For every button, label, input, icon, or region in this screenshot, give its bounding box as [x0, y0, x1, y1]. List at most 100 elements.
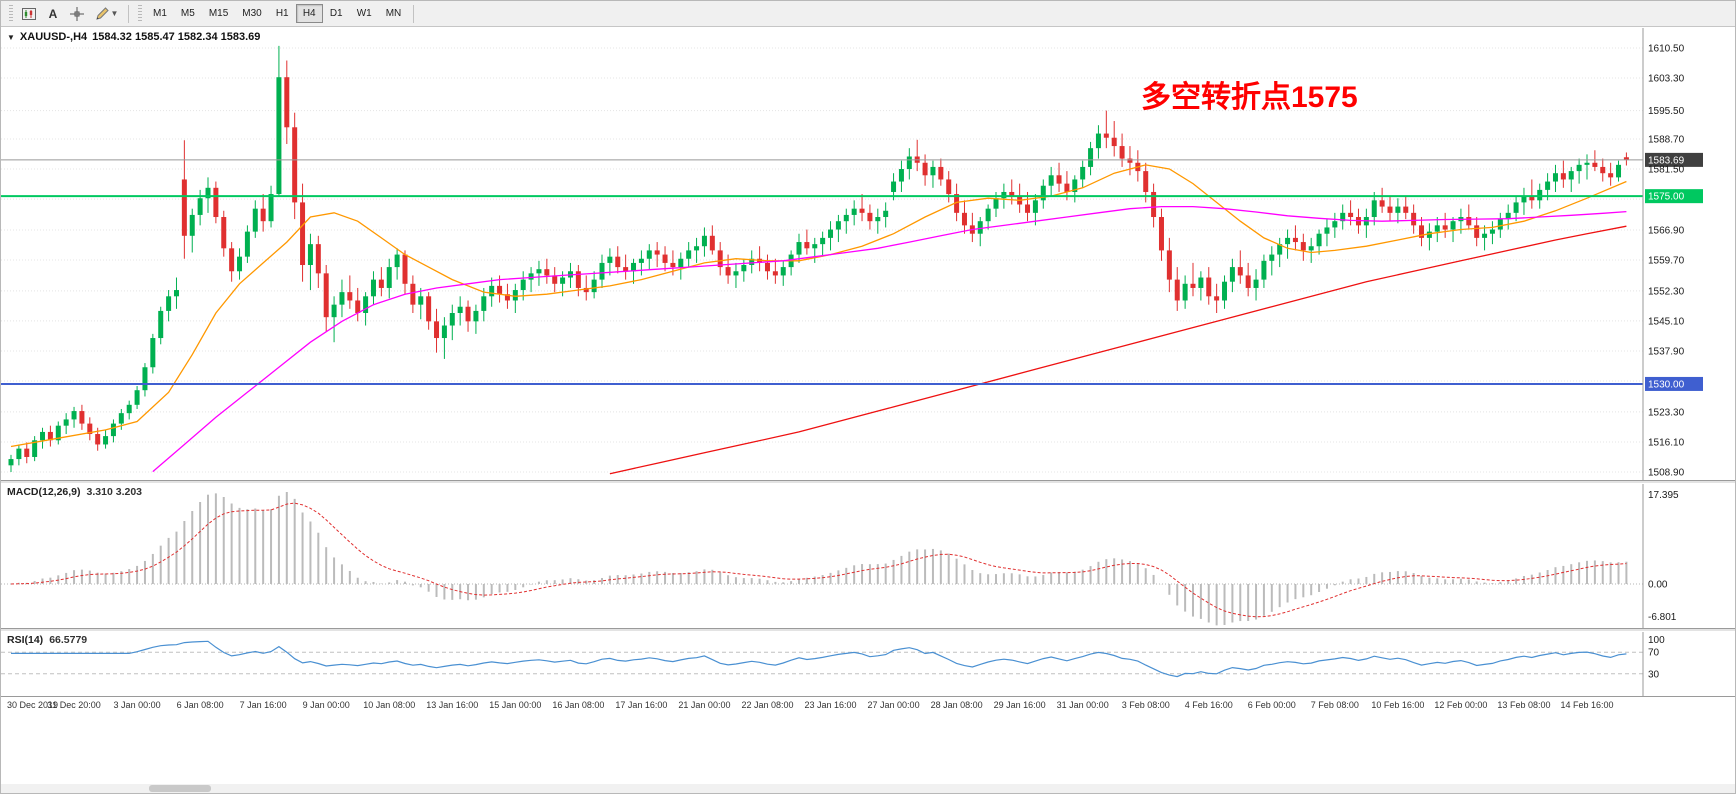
- rsi-panel[interactable]: 100 70 30 RSI(14) 66.5779: [1, 632, 1736, 696]
- candle-body: [1584, 162, 1590, 165]
- candle-body: [1048, 175, 1054, 186]
- candle-body: [1387, 206, 1393, 213]
- candle-body: [575, 271, 581, 288]
- chart-window[interactable]: 1575.00 1530.00 1583.69 1610.50 1603.30 1595.…: [1, 28, 1736, 793]
- candle-body: [1253, 279, 1259, 288]
- candle-body: [733, 271, 739, 276]
- rsi-name: RSI(14): [7, 634, 44, 646]
- candle-body: [449, 313, 455, 326]
- crosshair-button[interactable]: [65, 4, 89, 24]
- candle-body: [1403, 206, 1409, 213]
- symbol-dropdown-icon[interactable]: ▼: [7, 32, 15, 42]
- time-axis-label: 6 Jan 08:00: [176, 700, 224, 710]
- candle-body: [1182, 283, 1188, 301]
- rsi-chart[interactable]: 100 70 30: [1, 632, 1736, 696]
- candle-body: [1466, 217, 1472, 226]
- timeframe-button-h4[interactable]: H4: [295, 4, 323, 23]
- candle-body: [1482, 233, 1488, 238]
- time-axis[interactable]: 30 Dec 2019 31 Dec 20:00 3 Jan 00:00 6 Jan …: [1, 696, 1735, 712]
- candle-body: [1151, 191, 1157, 218]
- text-label-button[interactable]: A: [41, 4, 65, 24]
- candle-body: [237, 256, 243, 272]
- macd-panel[interactable]: 17.395 0.00 -6.801 MACD(12,26,9) 3.310 3.2…: [1, 484, 1736, 628]
- candle-body: [1198, 277, 1204, 288]
- candle-body: [166, 296, 172, 311]
- chart-mode-button[interactable]: [17, 4, 41, 24]
- panel-splitter[interactable]: [1, 480, 1735, 484]
- candle-body: [1025, 204, 1031, 213]
- candle-body: [654, 250, 660, 255]
- candle-body: [465, 306, 471, 322]
- candle-body: [244, 231, 250, 257]
- timeframe-button-w1[interactable]: W1: [350, 4, 379, 23]
- candle-body: [1269, 254, 1275, 261]
- candle-body: [796, 242, 802, 255]
- candle-body: [1285, 237, 1291, 245]
- candle-body: [1521, 196, 1527, 203]
- candle-body: [150, 338, 156, 368]
- candle-body: [1623, 157, 1629, 160]
- candle-body: [221, 217, 227, 249]
- candle-body: [276, 77, 282, 195]
- candle-body: [891, 181, 897, 192]
- candle-body: [1592, 162, 1598, 167]
- time-axis-label: 31 Dec 20:00: [47, 700, 101, 710]
- candle-body: [355, 300, 361, 313]
- timeframe-button-m1[interactable]: M1: [146, 4, 174, 23]
- candle-body: [954, 194, 960, 213]
- time-axis-label: 10 Feb 16:00: [1371, 700, 1425, 710]
- rsi-axis-label: 70: [1648, 648, 1660, 659]
- timeframe-button-m15[interactable]: M15: [202, 4, 235, 23]
- candle-body: [370, 279, 376, 297]
- candle-body: [418, 296, 424, 305]
- candle-body: [1166, 250, 1172, 280]
- macd-chart[interactable]: 17.395 0.00 -6.801: [1, 484, 1736, 628]
- candle-body: [1072, 179, 1078, 192]
- candle-body: [1206, 277, 1212, 297]
- timeframe-button-d1[interactable]: D1: [323, 4, 350, 23]
- panel-splitter[interactable]: [1, 628, 1735, 632]
- price-panel[interactable]: 1575.00 1530.00 1583.69 1610.50 1603.30 1595.…: [1, 28, 1736, 480]
- candle-body: [1552, 173, 1558, 182]
- candle-body: [977, 221, 983, 234]
- candle-body: [804, 242, 810, 249]
- candle-body: [812, 244, 818, 249]
- candle-body: [1489, 229, 1495, 234]
- chart-annotation-text[interactable]: 多空转折点1575: [1141, 81, 1358, 114]
- toolbar-grip[interactable]: [9, 4, 13, 23]
- candle-body: [883, 210, 889, 218]
- candle-body: [8, 459, 14, 466]
- candle-body: [426, 296, 432, 322]
- candle-body: [1426, 231, 1432, 238]
- candle-body: [497, 285, 503, 295]
- candle-body: [1348, 212, 1354, 218]
- timeframe-toolbar-grip[interactable]: [138, 4, 142, 23]
- scrollbar-thumb[interactable]: [149, 785, 211, 792]
- macd-values: 3.310 3.203: [86, 486, 142, 498]
- timeframe-button-m30[interactable]: M30: [235, 4, 268, 23]
- candle-body: [544, 269, 550, 276]
- candle-body: [867, 212, 873, 222]
- candle-body: [1395, 206, 1401, 213]
- candle-body: [63, 419, 69, 426]
- timeframe-button-mn[interactable]: MN: [379, 4, 409, 23]
- candle-body: [623, 267, 629, 272]
- macd-label: MACD(12,26,9) 3.310 3.203: [7, 486, 142, 498]
- candle-body: [749, 258, 755, 266]
- draw-tools-button[interactable]: ▼: [89, 4, 123, 24]
- time-axis-label: 21 Jan 00:00: [678, 700, 731, 710]
- candle-body: [615, 256, 621, 268]
- candle-body: [906, 156, 912, 170]
- candle-body: [40, 431, 46, 441]
- timeframe-button-m5[interactable]: M5: [174, 4, 202, 23]
- candle-body: [607, 256, 613, 263]
- candlestick-chart[interactable]: 1575.00 1530.00 1583.69 1610.50 1603.30 1595.…: [1, 28, 1736, 480]
- candle-body: [95, 434, 101, 445]
- candle-body: [512, 290, 518, 301]
- candle-body: [1229, 267, 1235, 282]
- horizontal-scrollbar[interactable]: [1, 784, 1735, 793]
- candle-body: [922, 162, 928, 176]
- price-axis-label: 1545.10: [1648, 316, 1685, 327]
- timeframe-button-h1[interactable]: H1: [269, 4, 296, 23]
